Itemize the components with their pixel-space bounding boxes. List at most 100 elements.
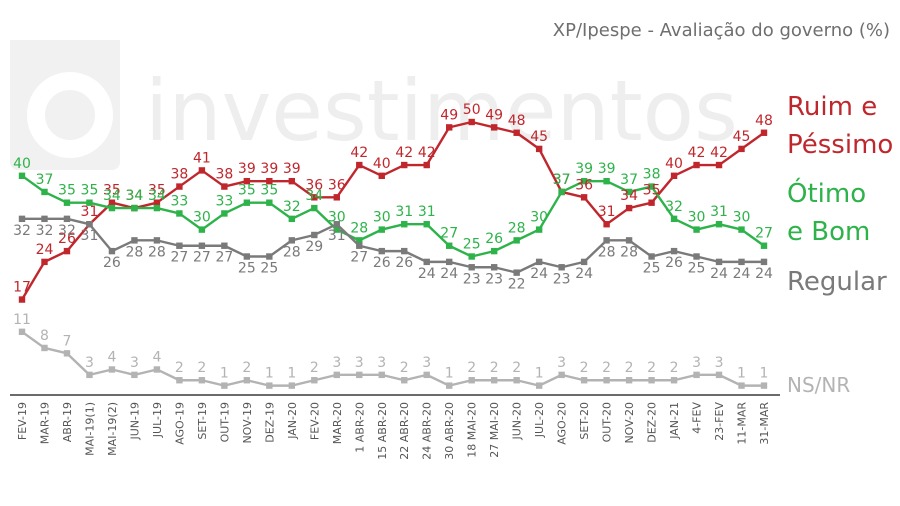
data-point-otimo-e-bom [18, 172, 26, 179]
data-label-ruim-e-pessimo: 42 [350, 145, 368, 161]
data-point-ruim-e-pessimo [603, 221, 610, 228]
data-label-regular: 31 [328, 228, 346, 244]
series-line-regular [22, 217, 764, 274]
data-label-regular: 26 [103, 255, 121, 271]
data-point-ns-nr [693, 371, 700, 379]
legend-label-otimo-e-bom: e Bom [787, 217, 870, 247]
x-tick-label: FEV-20 [308, 402, 321, 440]
data-label-ruim-e-pessimo: 36 [575, 177, 593, 193]
data-point-otimo-e-bom [670, 215, 678, 223]
data-label-ns-nr: 2 [400, 360, 409, 376]
data-point-regular [603, 237, 610, 244]
data-point-regular [378, 247, 385, 255]
x-tick-label: DEZ-19 [263, 402, 276, 443]
data-point-ruim-e-pessimo [446, 124, 453, 131]
data-label-regular: 25 [688, 261, 706, 277]
data-point-ns-nr [108, 366, 116, 373]
data-point-regular [153, 237, 161, 244]
data-point-otimo-e-bom [378, 226, 385, 233]
data-point-regular [221, 242, 228, 249]
data-label-regular: 23 [485, 271, 503, 287]
x-tick-label: JUN-20 [511, 402, 524, 441]
data-label-ns-nr: 4 [107, 349, 116, 365]
legend-label-ruim-e-pessimo: Ruim e [787, 92, 877, 122]
data-point-ns-nr [18, 328, 26, 336]
data-label-ns-nr: 2 [512, 360, 521, 376]
data-label-ruim-e-pessimo: 42 [688, 145, 706, 161]
data-label-otimo-e-bom: 28 [508, 220, 526, 236]
data-point-ruim-e-pessimo [401, 161, 408, 169]
x-tick-label: OUT-20 [601, 402, 614, 442]
data-label-regular: 24 [530, 266, 548, 282]
data-point-ns-nr [446, 382, 453, 389]
data-point-regular [131, 237, 138, 244]
data-label-regular: 24 [755, 266, 773, 282]
data-point-regular [311, 231, 318, 239]
data-label-ns-nr: 3 [130, 355, 139, 371]
data-label-ruim-e-pessimo: 41 [193, 150, 211, 166]
data-point-ns-nr [670, 377, 678, 384]
data-point-ruim-e-pessimo [715, 161, 723, 169]
data-point-regular [63, 215, 71, 223]
data-label-otimo-e-bom: 31 [418, 204, 436, 220]
data-point-otimo-e-bom [535, 226, 543, 233]
data-point-ruim-e-pessimo [738, 145, 745, 153]
data-point-otimo-e-bom [648, 183, 655, 190]
data-point-ruim-e-pessimo [580, 194, 588, 201]
x-tick-label: NOV-20 [623, 402, 636, 444]
data-label-otimo-e-bom: 30 [733, 210, 751, 226]
data-label-ns-nr: 3 [422, 355, 431, 371]
data-label-regular: 28 [283, 244, 301, 260]
x-tick-label: AGO-19 [173, 402, 186, 445]
data-point-regular [41, 215, 48, 223]
data-point-ns-nr [63, 350, 71, 357]
data-point-regular [176, 242, 183, 249]
data-point-otimo-e-bom [333, 226, 340, 233]
data-label-otimo-e-bom: 31 [395, 204, 413, 220]
data-label-ns-nr: 2 [625, 360, 634, 376]
data-point-otimo-e-bom [513, 237, 520, 244]
data-label-regular: 24 [418, 266, 436, 282]
data-point-regular [738, 258, 745, 266]
data-label-ruim-e-pessimo: 45 [733, 129, 751, 145]
data-label-otimo-e-bom: 25 [463, 237, 481, 253]
data-point-ns-nr [715, 371, 723, 379]
data-label-otimo-e-bom: 37 [553, 172, 571, 188]
data-point-regular [580, 258, 588, 266]
data-label-regular: 27 [193, 250, 211, 266]
x-tick-label: JUL-20 [533, 402, 546, 438]
data-point-regular [446, 258, 453, 266]
x-tick-label: MAR-19 [38, 402, 51, 444]
data-label-otimo-e-bom: 27 [755, 226, 773, 242]
data-label-regular: 28 [620, 244, 638, 260]
data-point-ruim-e-pessimo [423, 161, 430, 169]
data-label-regular: 26 [373, 255, 391, 271]
data-point-otimo-e-bom [311, 204, 318, 212]
data-label-otimo-e-bom: 37 [36, 172, 54, 188]
data-label-ns-nr: 1 [737, 366, 746, 382]
data-label-ruim-e-pessimo: 49 [485, 107, 503, 123]
data-point-ruim-e-pessimo [288, 177, 296, 185]
data-label-regular: 25 [260, 261, 278, 277]
data-label-otimo-e-bom: 35 [260, 183, 278, 199]
data-point-ns-nr [738, 382, 745, 389]
x-tick-label: MAI-19(2) [106, 402, 119, 456]
data-label-ruim-e-pessimo: 26 [58, 231, 76, 247]
data-point-otimo-e-bom [63, 199, 71, 206]
data-label-ns-nr: 2 [242, 360, 251, 376]
x-tick-label: JUL-19 [151, 402, 164, 438]
data-label-ns-nr: 1 [287, 366, 296, 382]
data-label-ruim-e-pessimo: 38 [170, 167, 188, 183]
data-point-otimo-e-bom [625, 188, 633, 196]
data-point-ns-nr [603, 377, 610, 384]
data-label-ns-nr: 2 [310, 360, 319, 376]
data-label-regular: 27 [170, 250, 188, 266]
data-label-otimo-e-bom: 37 [620, 172, 638, 188]
data-label-regular: 29 [305, 239, 323, 255]
data-label-ruim-e-pessimo: 42 [418, 145, 436, 161]
data-point-ruim-e-pessimo [311, 194, 318, 201]
data-point-otimo-e-bom [198, 226, 206, 233]
data-label-ns-nr: 3 [355, 355, 364, 371]
data-label-otimo-e-bom: 34 [103, 188, 121, 204]
data-label-otimo-e-bom: 33 [170, 193, 188, 209]
